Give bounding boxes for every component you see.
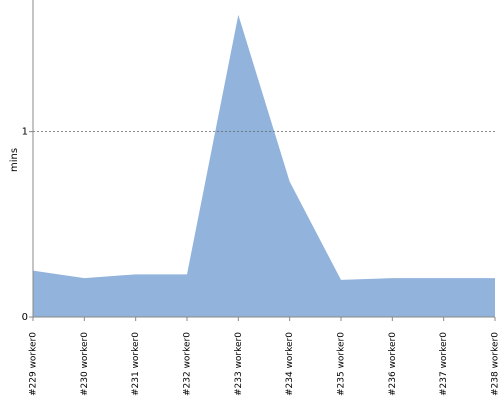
area [33,14,495,317]
y-tick-label: 0 [22,312,28,323]
y-axis-label: mins [9,148,20,172]
x-tick-label: #230 worker0 [80,332,90,396]
x-tick-label: #236 worker0 [388,332,398,396]
x-tick-label: #232 worker0 [183,332,193,396]
x-tick-label: #231 worker0 [131,332,141,396]
x-tick-label: #229 worker0 [29,332,39,396]
y-tick-label: 1 [22,127,28,138]
x-tick-label: #234 worker0 [285,332,295,396]
x-tick-label: #235 worker0 [337,332,347,396]
x-tick-label: #238 worker0 [491,332,500,396]
x-tick-label: #237 worker0 [439,332,449,396]
x-tick-label: #233 worker0 [234,332,244,396]
